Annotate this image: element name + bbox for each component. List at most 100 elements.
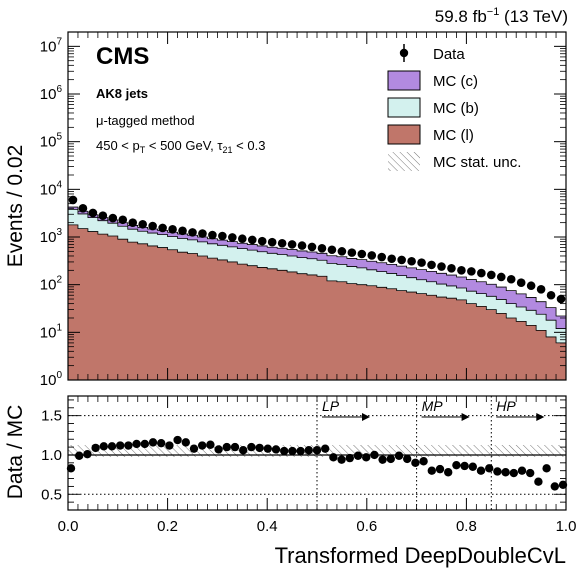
ratio-point (148, 438, 158, 447)
data-point (317, 243, 327, 253)
ratio-point (403, 454, 412, 464)
ratio-point (386, 454, 395, 464)
ratio-point (91, 443, 100, 453)
lumi-label: 59.8 fb−1 (13 TeV) (435, 6, 568, 26)
ratio-point (239, 446, 248, 455)
jet-label: AK8 jets (96, 86, 148, 101)
ratio-point (337, 455, 346, 464)
ratio-point (468, 462, 477, 471)
ratio-point (247, 442, 256, 452)
ratio-panel: LP MP HP 0.5 1.0 1.5 0.0 0.2 0.4 0.6 0.8 1.0 Data… (4, 395, 576, 568)
x-tick-label: 0.8 (456, 518, 477, 535)
ratio-point (558, 480, 568, 490)
data-point (516, 278, 526, 287)
ratio-point (485, 464, 494, 473)
data-point (257, 236, 267, 246)
data-point (506, 274, 516, 284)
legend-entry-mc-c: MC (c) (387, 70, 478, 91)
data-point (208, 230, 217, 240)
x-tick-label: 0.2 (157, 518, 178, 535)
data-point (118, 215, 128, 225)
ratio-point (271, 445, 281, 454)
data-point (178, 226, 187, 236)
method-label: μ-tagged method (96, 113, 195, 128)
ratio-point (165, 441, 174, 450)
ratio-point (509, 468, 518, 478)
legend-entry-mc-unc: MC stat. unc. (388, 152, 521, 171)
data-point (377, 252, 387, 262)
working-point-label: MP (422, 398, 444, 414)
data-point (397, 255, 406, 265)
data-point (387, 254, 397, 264)
data-point (138, 219, 147, 229)
data-point (267, 237, 277, 247)
data-point (437, 262, 446, 271)
data-point (546, 290, 556, 300)
legend-label-data: Data (433, 46, 465, 63)
ratio-point (255, 443, 264, 453)
ratio-point (75, 451, 84, 460)
ratio-point (534, 477, 543, 486)
y-tick-label-bottom: 1.0 (41, 447, 62, 464)
ratio-point (124, 441, 133, 450)
data-point (277, 238, 287, 248)
legend-label-mc-c: MC (c) (433, 73, 478, 90)
ratio-point (189, 444, 199, 453)
data-point (188, 228, 197, 237)
y-tick-label-top: 100 (40, 370, 63, 389)
ratio-point (370, 450, 379, 460)
ratio-point (452, 460, 461, 470)
data-point (287, 240, 297, 249)
ratio-point (198, 441, 207, 450)
data-point (218, 231, 227, 241)
ratio-point (263, 444, 272, 453)
ratio-point (116, 441, 125, 450)
ratio-point (435, 464, 445, 474)
y-tick-label-bottom: 1.5 (41, 408, 62, 425)
data-point (457, 266, 466, 275)
legend: Data MC (c) MC (b) MC (l) MC stat. unc. (387, 44, 521, 171)
working-point-label: HP (496, 398, 516, 414)
data-point (128, 218, 138, 227)
ratio-point (107, 442, 117, 451)
ratio-point (411, 458, 420, 468)
working-point-arrowhead (536, 413, 545, 421)
y-tick-label-top: 102 (40, 275, 63, 294)
ratio-point (345, 453, 354, 463)
y-tick-label-top: 104 (40, 179, 63, 198)
y-tick-label-top: 106 (40, 84, 63, 103)
data-point (347, 248, 357, 257)
legend-label-mc-b: MC (b) (433, 100, 479, 117)
ratio-point (181, 438, 190, 447)
ratio-point (493, 467, 502, 476)
data-point (536, 284, 546, 294)
ratio-point (444, 468, 453, 477)
ratio-point (460, 461, 469, 471)
data-point (148, 221, 157, 231)
ratio-point (476, 466, 486, 475)
x-axis-label: Transformed DeepDoubleCvL (275, 543, 566, 568)
ratio-point (378, 455, 387, 464)
legend-label-mc-l: MC (l) (433, 127, 474, 144)
x-tick-label: 0.0 (58, 518, 79, 535)
ratio-point (132, 439, 141, 449)
data-point (417, 258, 426, 267)
ratio-point (394, 451, 404, 460)
working-point-label: LP (322, 398, 340, 414)
ratio-point (427, 466, 436, 475)
ratio-point (173, 435, 182, 445)
data-point (496, 272, 506, 282)
ratio-point (312, 446, 322, 455)
y-tick-label-bottom: 0.5 (41, 486, 62, 503)
working-point-arrowhead (461, 413, 470, 421)
legend-entry-mc-l: MC (l) (387, 124, 474, 145)
experiment-label: CMS (96, 43, 149, 70)
ratio-point (304, 446, 313, 455)
ratio-point (222, 442, 231, 452)
y-axis-label-top: Events / 0.02 (4, 145, 27, 268)
ratio-point (280, 446, 289, 456)
ratio-point (157, 438, 166, 448)
data-point (427, 260, 436, 270)
ratio-point (353, 451, 363, 460)
